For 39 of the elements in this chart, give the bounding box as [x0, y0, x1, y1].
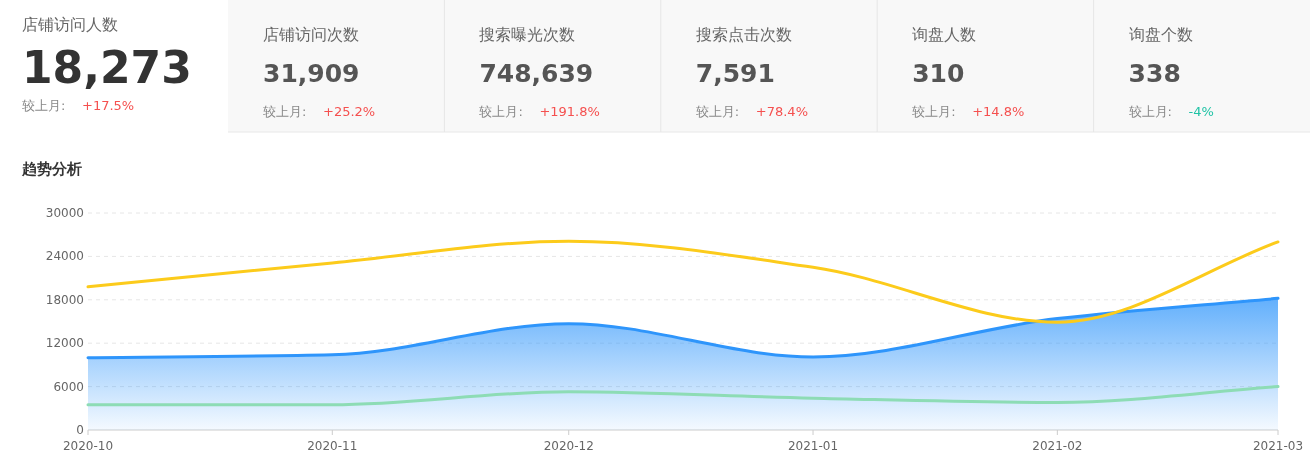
text: 店铺访问人数	[22, 15, 118, 34]
text: +78.4%	[755, 104, 808, 119]
text: +191.8%	[539, 104, 600, 119]
text: 7,591	[695, 59, 775, 88]
text: +14.8%	[972, 104, 1025, 119]
text: 询盘个数	[1128, 25, 1193, 44]
y-tick-label: 6000	[53, 379, 84, 394]
x-tick-label: 2021-01	[787, 439, 839, 453]
y-tick-label: 30000	[45, 206, 84, 220]
text: 较上月:	[263, 104, 307, 119]
y-tick-label: 18000	[45, 292, 84, 307]
line-series	[86, 385, 1280, 407]
text: +25.2%	[323, 104, 376, 119]
text: +17.5%	[82, 98, 135, 113]
line-series	[86, 239, 1280, 324]
text: -4%	[1188, 104, 1214, 119]
text: 询盘人数	[912, 25, 977, 44]
text: 较上月:	[479, 104, 523, 119]
text: 31,909	[263, 59, 360, 88]
text: 搜索点击次数	[695, 25, 792, 44]
text: 较上月:	[912, 104, 956, 119]
y-tick-label: 24000	[45, 249, 84, 264]
text: 310	[912, 59, 965, 88]
text: 748,639	[479, 59, 594, 88]
x-tick-label: 2020-11	[307, 439, 358, 453]
x-tick-label: 2020-12	[543, 439, 594, 453]
text: 较上月:	[695, 104, 740, 119]
text: 店铺访问次数	[263, 25, 359, 44]
y-tick-label: 12000	[45, 336, 84, 351]
x-tick-label: 2021-03	[1252, 439, 1304, 453]
text: 18,273	[22, 42, 192, 93]
y-tick-label: 0	[76, 423, 84, 437]
x-tick-label: 2021-02	[1032, 439, 1083, 453]
text: 搜索曝光次数	[479, 25, 576, 44]
x-tick-label: 2020-10	[62, 439, 114, 453]
text: 338	[1128, 59, 1181, 88]
text: 较上月:	[22, 98, 66, 113]
chart-title: 趋势分析	[21, 160, 82, 178]
text: 较上月:	[1128, 104, 1172, 119]
